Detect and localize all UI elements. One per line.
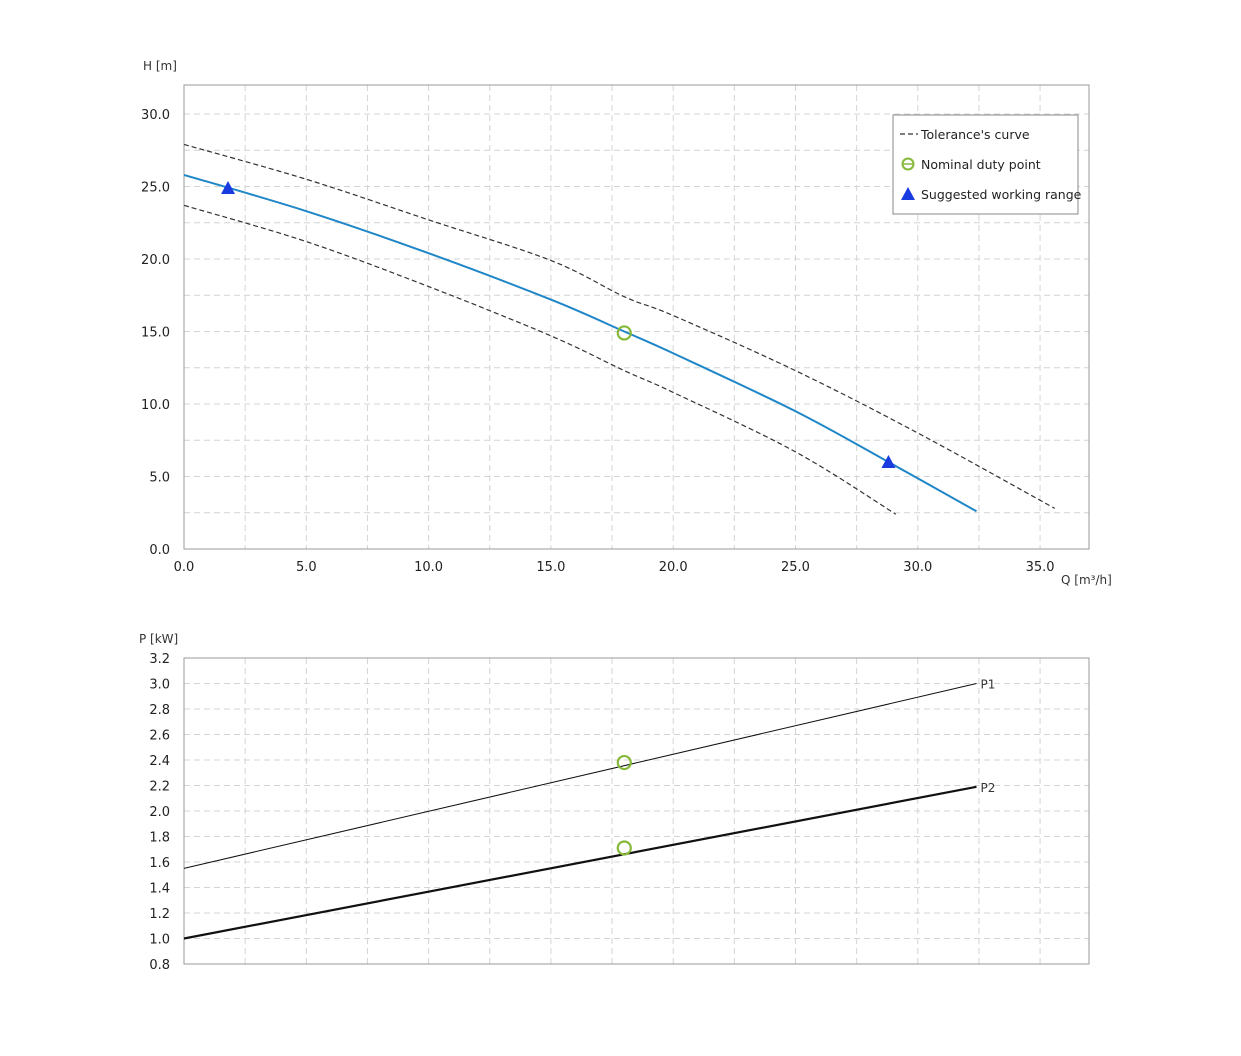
y-tick-label: 2.2 <box>149 780 170 795</box>
y-tick-label: 15.0 <box>141 326 170 341</box>
power-curve-p1 <box>183 683 977 869</box>
y-tick-label: 25.0 <box>141 181 170 196</box>
power-curve-p2 <box>183 785 977 940</box>
power-flow-plot-frame <box>183 657 1090 965</box>
y-tick-label: 3.0 <box>149 678 170 693</box>
head-flow-grid <box>184 85 1089 549</box>
y-tick-label: 1.8 <box>149 831 170 846</box>
flow-axis-label: Q [m³/h] <box>1061 573 1112 587</box>
head-flow-chart: 0.0 5.0 10.0 15.0 20.0 25.0 30.0 35.0 0.0 5.0 10.… <box>141 59 1112 587</box>
series-label-p1: P1 <box>980 678 995 692</box>
duty-point-marker <box>616 325 632 341</box>
working-range-triangle <box>881 455 896 468</box>
x-tick-label: 15.0 <box>536 560 565 575</box>
head-axis-label: H [m] <box>143 59 177 73</box>
duty-point-marker <box>616 754 632 771</box>
power-series-labels: P1 P2 <box>980 678 995 795</box>
duty-point-marker <box>616 840 632 856</box>
legend-circle-icon <box>901 157 915 171</box>
y-tick-label: 2.6 <box>149 729 170 744</box>
x-tick-label: 25.0 <box>781 560 810 575</box>
power-flow-chart: 3.23.02.82.62.42.22.01.81.61.41.21.00.8 … <box>139 632 1090 973</box>
legend-triangle-icon <box>901 187 915 200</box>
y-tick-label: 2.0 <box>149 805 170 820</box>
legend: Tolerance's curve Nominal duty point Sug… <box>892 114 1082 215</box>
x-tick-label: 5.0 <box>296 560 317 575</box>
y-tick-label: 1.4 <box>149 882 170 897</box>
tolerance-curve-upper <box>183 143 1056 509</box>
legend-label-working-range: Suggested working range <box>921 187 1082 202</box>
legend-box <box>892 114 1079 215</box>
x-tick-label: 20.0 <box>659 560 688 575</box>
y-tick-label: 2.4 <box>149 754 170 769</box>
legend-label-duty-point: Nominal duty point <box>921 157 1041 172</box>
power-axis-label: P [kW] <box>139 632 178 646</box>
head-flow-plot-frame <box>183 84 1090 550</box>
y-tick-label: 0.0 <box>149 543 170 558</box>
y-tick-label: 30.0 <box>141 108 170 123</box>
y-tick-label: 1.6 <box>149 856 170 871</box>
legend-label-tolerance: Tolerance's curve <box>920 127 1030 142</box>
tolerance-curve-lower <box>183 204 897 515</box>
power-axis-ticks: 3.2 3.0 2.8 2.6 2.4 2.2 2.0 1.8 1.6 1.4 1.2 1.0 0.8 <box>149 652 170 973</box>
head-flow-markers <box>221 180 896 468</box>
y-tick-label: 0.8 <box>149 958 170 973</box>
y-tick-label: 5.0 <box>149 471 170 486</box>
power-flow-series <box>183 683 977 940</box>
x-tick-label: 0.0 <box>174 560 195 575</box>
head-flow-series <box>183 143 1056 515</box>
power-flow-markers <box>616 754 632 856</box>
working-range-triangle <box>221 180 236 194</box>
series-label-p2: P2 <box>980 781 995 795</box>
y-tick-label: 3.2 <box>149 652 170 667</box>
y-tick-label: 1.2 <box>149 907 170 922</box>
head-curve <box>183 173 977 513</box>
x-tick-label: 10.0 <box>414 560 443 575</box>
x-tick-label: 35.0 <box>1026 560 1055 575</box>
y-tick-label: 10.0 <box>141 398 170 413</box>
y-tick-label: 20.0 <box>141 253 170 268</box>
head-axis-ticks: 0.0 5.0 10.0 15.0 20.0 25.0 30.0 <box>141 108 170 558</box>
y-tick-label: 1.0 <box>149 933 170 948</box>
power-flow-grid <box>184 658 1089 964</box>
flow-axis-ticks: 0.0 5.0 10.0 15.0 20.0 25.0 30.0 35.0 <box>174 560 1055 575</box>
y-tick-label: 2.8 <box>149 703 170 718</box>
x-tick-label: 30.0 <box>903 560 932 575</box>
